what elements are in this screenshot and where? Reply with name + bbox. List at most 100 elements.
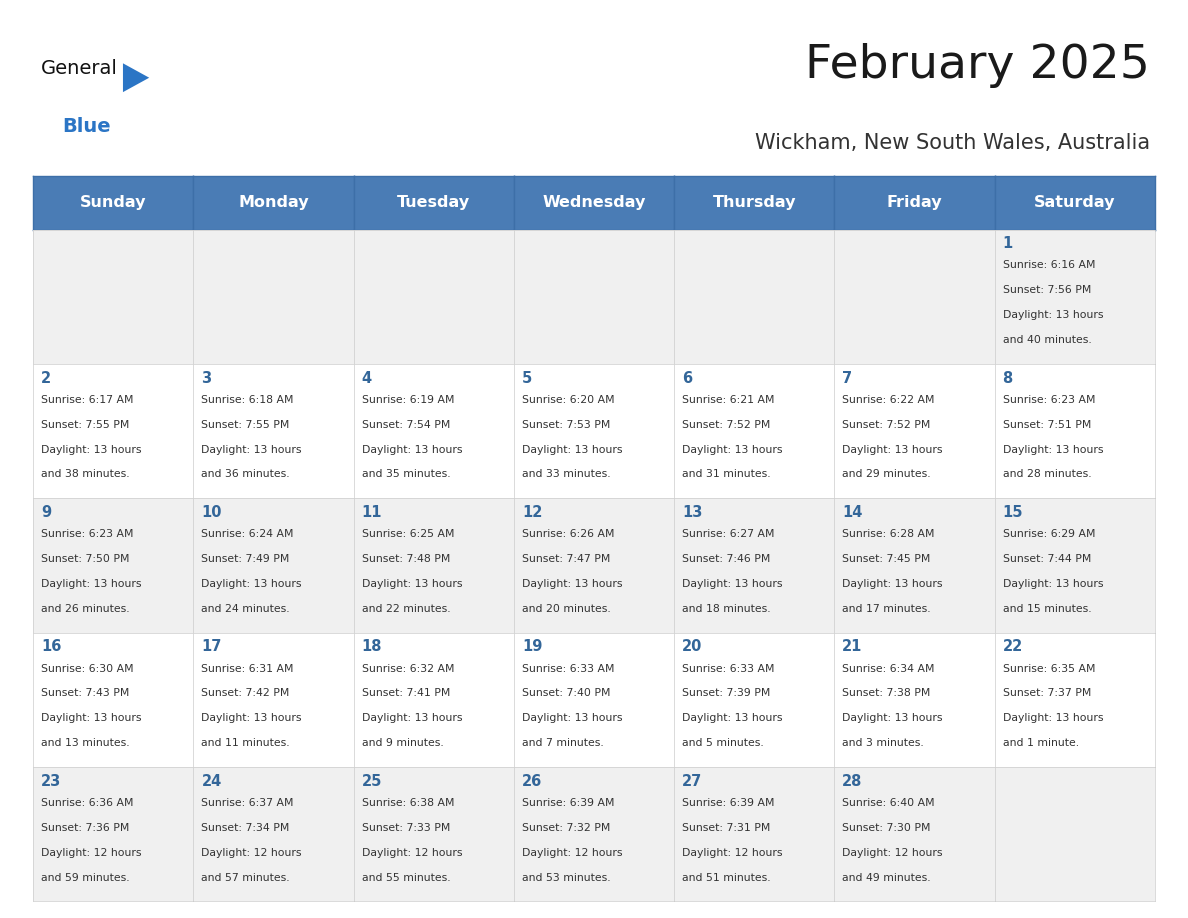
Text: Sunset: 7:49 PM: Sunset: 7:49 PM bbox=[202, 554, 290, 564]
Text: Daylight: 13 hours: Daylight: 13 hours bbox=[361, 579, 462, 589]
Text: Sunday: Sunday bbox=[80, 196, 146, 210]
Text: Sunrise: 6:17 AM: Sunrise: 6:17 AM bbox=[42, 395, 134, 405]
Text: 12: 12 bbox=[522, 505, 542, 520]
Text: 23: 23 bbox=[42, 774, 62, 789]
Text: 19: 19 bbox=[522, 640, 542, 655]
Text: 6: 6 bbox=[682, 371, 693, 386]
Text: Daylight: 13 hours: Daylight: 13 hours bbox=[522, 713, 623, 723]
Text: Sunset: 7:31 PM: Sunset: 7:31 PM bbox=[682, 823, 771, 833]
Text: and 11 minutes.: and 11 minutes. bbox=[202, 738, 290, 748]
Text: Sunrise: 6:29 AM: Sunrise: 6:29 AM bbox=[1003, 529, 1095, 539]
Text: Sunset: 7:44 PM: Sunset: 7:44 PM bbox=[1003, 554, 1091, 564]
Text: Sunset: 7:32 PM: Sunset: 7:32 PM bbox=[522, 823, 611, 833]
Text: 15: 15 bbox=[1003, 505, 1023, 520]
Text: Sunset: 7:36 PM: Sunset: 7:36 PM bbox=[42, 823, 129, 833]
Text: Daylight: 13 hours: Daylight: 13 hours bbox=[522, 579, 623, 589]
Text: and 29 minutes.: and 29 minutes. bbox=[842, 469, 931, 479]
Text: Sunset: 7:55 PM: Sunset: 7:55 PM bbox=[202, 420, 290, 430]
Text: and 7 minutes.: and 7 minutes. bbox=[522, 738, 604, 748]
Text: and 18 minutes.: and 18 minutes. bbox=[682, 604, 771, 614]
Text: 13: 13 bbox=[682, 505, 702, 520]
Text: Sunrise: 6:23 AM: Sunrise: 6:23 AM bbox=[42, 529, 134, 539]
Text: General: General bbox=[42, 59, 118, 78]
Text: Sunrise: 6:24 AM: Sunrise: 6:24 AM bbox=[202, 529, 293, 539]
Text: and 53 minutes.: and 53 minutes. bbox=[522, 873, 611, 882]
Text: Sunrise: 6:23 AM: Sunrise: 6:23 AM bbox=[1003, 395, 1095, 405]
Text: and 51 minutes.: and 51 minutes. bbox=[682, 873, 771, 882]
Text: Daylight: 13 hours: Daylight: 13 hours bbox=[42, 713, 141, 723]
Text: and 3 minutes.: and 3 minutes. bbox=[842, 738, 924, 748]
Text: and 55 minutes.: and 55 minutes. bbox=[361, 873, 450, 882]
Text: and 13 minutes.: and 13 minutes. bbox=[42, 738, 129, 748]
Text: Sunset: 7:30 PM: Sunset: 7:30 PM bbox=[842, 823, 931, 833]
Text: Sunset: 7:50 PM: Sunset: 7:50 PM bbox=[42, 554, 129, 564]
Text: 28: 28 bbox=[842, 774, 862, 789]
Text: and 5 minutes.: and 5 minutes. bbox=[682, 738, 764, 748]
Text: Sunrise: 6:39 AM: Sunrise: 6:39 AM bbox=[522, 798, 614, 808]
Text: Daylight: 13 hours: Daylight: 13 hours bbox=[842, 444, 943, 454]
Text: and 57 minutes.: and 57 minutes. bbox=[202, 873, 290, 882]
Text: Daylight: 13 hours: Daylight: 13 hours bbox=[42, 444, 141, 454]
Text: Sunrise: 6:33 AM: Sunrise: 6:33 AM bbox=[682, 664, 775, 674]
Text: 9: 9 bbox=[42, 505, 51, 520]
Text: Daylight: 13 hours: Daylight: 13 hours bbox=[682, 579, 783, 589]
Text: Sunset: 7:48 PM: Sunset: 7:48 PM bbox=[361, 554, 450, 564]
Polygon shape bbox=[124, 63, 150, 92]
Text: 20: 20 bbox=[682, 640, 702, 655]
Text: Daylight: 12 hours: Daylight: 12 hours bbox=[42, 847, 141, 857]
Text: and 28 minutes.: and 28 minutes. bbox=[1003, 469, 1091, 479]
Text: Sunrise: 6:35 AM: Sunrise: 6:35 AM bbox=[1003, 664, 1095, 674]
Text: Sunrise: 6:38 AM: Sunrise: 6:38 AM bbox=[361, 798, 454, 808]
Text: Sunset: 7:53 PM: Sunset: 7:53 PM bbox=[522, 420, 611, 430]
Text: and 49 minutes.: and 49 minutes. bbox=[842, 873, 931, 882]
Text: Daylight: 13 hours: Daylight: 13 hours bbox=[842, 713, 943, 723]
Text: Sunset: 7:52 PM: Sunset: 7:52 PM bbox=[682, 420, 771, 430]
Text: Sunrise: 6:18 AM: Sunrise: 6:18 AM bbox=[202, 395, 293, 405]
Text: 22: 22 bbox=[1003, 640, 1023, 655]
Text: Sunset: 7:34 PM: Sunset: 7:34 PM bbox=[202, 823, 290, 833]
Text: 26: 26 bbox=[522, 774, 542, 789]
Text: 25: 25 bbox=[361, 774, 383, 789]
Text: Sunset: 7:56 PM: Sunset: 7:56 PM bbox=[1003, 285, 1091, 296]
Text: Daylight: 13 hours: Daylight: 13 hours bbox=[42, 579, 141, 589]
Text: Daylight: 13 hours: Daylight: 13 hours bbox=[202, 713, 302, 723]
Text: Sunrise: 6:19 AM: Sunrise: 6:19 AM bbox=[361, 395, 454, 405]
Text: Daylight: 13 hours: Daylight: 13 hours bbox=[1003, 713, 1102, 723]
Text: and 33 minutes.: and 33 minutes. bbox=[522, 469, 611, 479]
Text: Sunrise: 6:33 AM: Sunrise: 6:33 AM bbox=[522, 664, 614, 674]
Text: Daylight: 13 hours: Daylight: 13 hours bbox=[202, 579, 302, 589]
Text: Daylight: 13 hours: Daylight: 13 hours bbox=[361, 713, 462, 723]
Text: Sunrise: 6:25 AM: Sunrise: 6:25 AM bbox=[361, 529, 454, 539]
Text: Sunset: 7:45 PM: Sunset: 7:45 PM bbox=[842, 554, 930, 564]
Text: 27: 27 bbox=[682, 774, 702, 789]
Text: Sunset: 7:46 PM: Sunset: 7:46 PM bbox=[682, 554, 771, 564]
Text: Sunset: 7:43 PM: Sunset: 7:43 PM bbox=[42, 688, 129, 699]
Text: 11: 11 bbox=[361, 505, 383, 520]
Text: Daylight: 13 hours: Daylight: 13 hours bbox=[682, 713, 783, 723]
Text: and 9 minutes.: and 9 minutes. bbox=[361, 738, 443, 748]
Text: Daylight: 13 hours: Daylight: 13 hours bbox=[842, 579, 943, 589]
Text: Sunset: 7:51 PM: Sunset: 7:51 PM bbox=[1003, 420, 1091, 430]
Text: 2: 2 bbox=[42, 371, 51, 386]
Text: Sunrise: 6:30 AM: Sunrise: 6:30 AM bbox=[42, 664, 134, 674]
Text: Daylight: 13 hours: Daylight: 13 hours bbox=[1003, 310, 1102, 320]
Text: 5: 5 bbox=[522, 371, 532, 386]
Text: and 26 minutes.: and 26 minutes. bbox=[42, 604, 129, 614]
Text: Sunrise: 6:26 AM: Sunrise: 6:26 AM bbox=[522, 529, 614, 539]
Text: and 36 minutes.: and 36 minutes. bbox=[202, 469, 290, 479]
Text: Sunset: 7:40 PM: Sunset: 7:40 PM bbox=[522, 688, 611, 699]
Text: Daylight: 13 hours: Daylight: 13 hours bbox=[682, 444, 783, 454]
Text: 7: 7 bbox=[842, 371, 853, 386]
Text: 21: 21 bbox=[842, 640, 862, 655]
Text: and 22 minutes.: and 22 minutes. bbox=[361, 604, 450, 614]
Text: Sunset: 7:41 PM: Sunset: 7:41 PM bbox=[361, 688, 450, 699]
Text: Sunset: 7:54 PM: Sunset: 7:54 PM bbox=[361, 420, 450, 430]
Text: Daylight: 13 hours: Daylight: 13 hours bbox=[361, 444, 462, 454]
Text: Daylight: 12 hours: Daylight: 12 hours bbox=[682, 847, 783, 857]
Text: Daylight: 12 hours: Daylight: 12 hours bbox=[202, 847, 302, 857]
Text: Sunset: 7:47 PM: Sunset: 7:47 PM bbox=[522, 554, 611, 564]
Text: and 17 minutes.: and 17 minutes. bbox=[842, 604, 931, 614]
Text: Daylight: 13 hours: Daylight: 13 hours bbox=[202, 444, 302, 454]
Text: Sunrise: 6:37 AM: Sunrise: 6:37 AM bbox=[202, 798, 293, 808]
Text: Sunrise: 6:22 AM: Sunrise: 6:22 AM bbox=[842, 395, 935, 405]
